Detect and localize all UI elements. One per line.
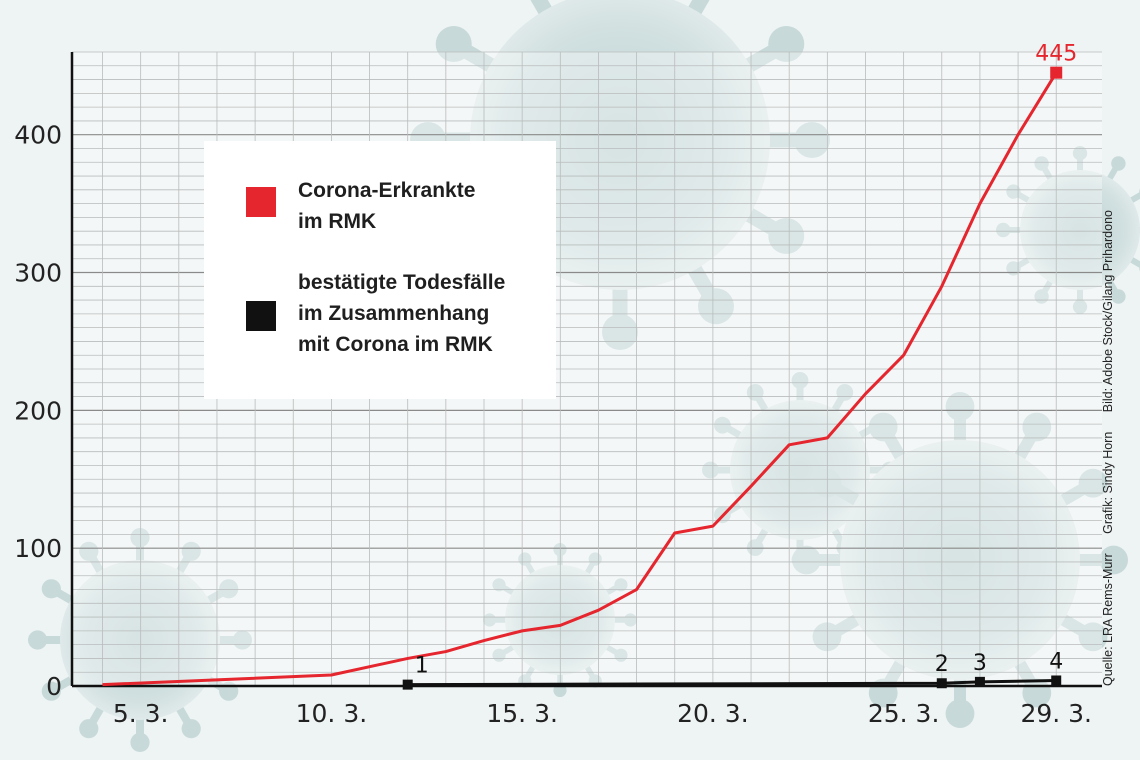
virus-spike-tip [1072, 299, 1088, 314]
virus-spike-tip [1006, 184, 1021, 199]
virus-spike-tip [27, 630, 48, 650]
credit-image: Bild: Adobe Stock/Gilang Prihardono [1101, 210, 1115, 413]
data-point-deaths [402, 679, 413, 690]
x-tick-label: 20. 3. [677, 699, 749, 728]
legend-swatch-cases [246, 187, 276, 217]
data-point-cases [1050, 66, 1063, 79]
virus-spike-tip [1034, 156, 1049, 171]
legend: Corona-Erkrankte im RMK bestätigte Todes… [204, 141, 556, 399]
virus-spike-tip [130, 732, 150, 753]
virus-spike-tip [945, 699, 975, 728]
data-labels: 445 1 2 3 4 [415, 42, 1078, 679]
virus-spike-tip [614, 578, 628, 592]
x-tick-labels: 5. 3. 10. 3. 15. 3. 20. 3. 25. 3. 29. 3. [113, 699, 1092, 728]
virus-spike-tip [41, 681, 61, 701]
data-label: 2 [935, 652, 949, 677]
virus-spike-tip [698, 288, 734, 325]
virus-spike-tip [1111, 156, 1126, 171]
virus-body [1020, 170, 1140, 290]
y-tick-label: 300 [14, 259, 62, 288]
virus-spike-tip [1072, 146, 1088, 161]
virus-spike-tip [1022, 412, 1052, 442]
series-line-deaths [407, 678, 1057, 687]
data-point-deaths [936, 678, 947, 689]
virus-spike-tip [181, 719, 201, 739]
virus-spike-tip [945, 392, 975, 421]
virus-spike-tip [791, 372, 809, 389]
x-tick-label: 5. 3. [113, 699, 169, 728]
virus-spike-tip [792, 545, 821, 575]
virus-body [730, 400, 870, 540]
credit-graphic: Grafik: Sindy Horn [1101, 431, 1115, 534]
y-tick-label: 0 [46, 672, 62, 701]
virus-spike-tip [130, 528, 150, 548]
x-tick-label: 10. 3. [296, 699, 368, 728]
credits: Quelle: LRA Rems-Murr Grafik: Sindy Horn… [1101, 126, 1115, 686]
virus-spike-tip [1078, 468, 1108, 498]
data-label: 1 [415, 654, 429, 679]
virus-shape [996, 146, 1140, 314]
virus-spike-tip [1099, 545, 1128, 575]
data-label: 445 [1035, 42, 1077, 67]
virus-spike-tip [1111, 289, 1126, 304]
virus-spike-tip [1078, 622, 1108, 652]
virus-spike-tip [219, 579, 239, 599]
virus-spike-tip [996, 222, 1011, 238]
data-label: 4 [1049, 649, 1063, 674]
x-tick-label: 25. 3. [868, 699, 940, 728]
legend-label-deaths: bestätigte Todesfälle im Zusammenhang mi… [298, 271, 506, 356]
virus-spike-tip [79, 541, 99, 561]
virus-spike-tip [714, 416, 731, 434]
virus-shape [792, 392, 1128, 728]
virus-body [840, 440, 1080, 680]
series-layer [102, 66, 1063, 690]
virus-spike-tip [868, 412, 898, 442]
y-tick-label: 200 [14, 396, 62, 425]
virus-spike-tip [41, 579, 61, 599]
virus-spike-tip [768, 26, 805, 62]
virus-illustration [27, 0, 1140, 753]
virus-spike-tip [602, 314, 638, 350]
x-tick-label: 15. 3. [486, 699, 558, 728]
virus-spike-tip [435, 26, 472, 62]
x-tick-label: 29. 3. [1020, 699, 1092, 728]
legend-swatch-deaths [246, 301, 276, 331]
virus-spike-tip [181, 541, 201, 561]
data-point-deaths [974, 676, 985, 687]
data-point-deaths [1051, 675, 1062, 686]
y-tick-label: 100 [14, 534, 62, 563]
virus-spike-tip [79, 719, 99, 739]
credit-source: Quelle: LRA Rems-Murr [1101, 553, 1115, 686]
y-tick-labels: 0 100 200 300 400 [14, 121, 62, 701]
virus-spike-tip [492, 578, 506, 592]
y-tick-label: 400 [14, 121, 62, 150]
legend-label-cases: Corona-Erkrankte im RMK [298, 179, 476, 233]
series-line-cases [102, 71, 1058, 687]
data-label: 3 [973, 651, 987, 676]
virus-spike-tip [794, 122, 830, 158]
